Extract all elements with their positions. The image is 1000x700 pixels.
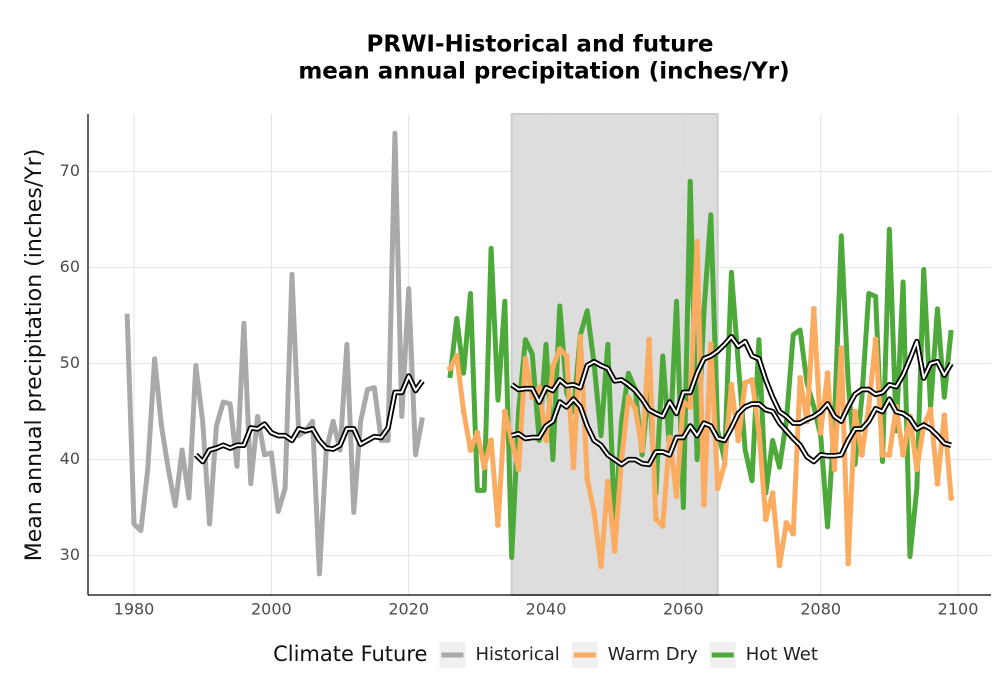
moving-average-core [195,375,424,463]
moving-average-core [511,398,952,466]
point [687,403,694,410]
point [446,365,453,372]
legend-item: Hot Wet [709,642,818,668]
y-axis-label: Mean annual precipitation (inches/Yr) [22,149,47,562]
point [762,516,769,523]
point [522,355,529,362]
point [824,370,831,377]
point [556,346,563,353]
series-line [124,130,425,577]
chart-title: PRWI-Historical and future [367,32,714,58]
x-tick-label: 2020 [388,600,429,619]
legend-label: Hot Wet [746,644,818,665]
legend-item: Historical [439,642,560,668]
point [831,466,838,473]
chart-title: mean annual precipitation (inches/Yr) [298,59,789,85]
point [515,466,522,473]
point [755,427,762,434]
point [508,437,515,444]
point [488,437,495,444]
point [632,405,639,412]
point [714,485,721,492]
point [776,562,783,569]
point [604,478,611,485]
point [810,305,817,312]
point [460,408,467,415]
y-tick-label: 50 [60,353,80,372]
point [659,522,666,529]
point [700,501,707,508]
x-tick-label: 2100 [938,600,979,619]
point [817,429,824,436]
y-tick-label: 70 [60,161,80,180]
legend-title: Climate Future [273,642,427,666]
y-tick-label: 40 [60,449,80,468]
point [927,406,934,413]
moving-average [510,333,954,426]
point [597,563,604,570]
legend-item: Warm Dry [571,642,698,668]
x-tick-label: 2080 [800,600,841,619]
point [769,490,776,497]
point [783,519,790,526]
x-tick-label: 2000 [251,600,292,619]
point [694,238,701,245]
point [474,429,481,436]
moving-average [510,396,952,468]
point [838,345,845,352]
point [646,336,653,343]
point [570,464,577,471]
point [728,381,735,388]
legend-label: Warm Dry [608,644,698,665]
point [886,451,893,458]
legend-label: Historical [475,644,559,665]
point [625,394,632,401]
point [549,363,556,370]
point [543,437,550,444]
point [707,341,714,348]
point [501,408,508,415]
y-tick-label: 60 [60,257,80,276]
point [872,336,879,343]
point [481,464,488,471]
point [913,466,920,473]
point [467,447,474,454]
point [673,493,680,500]
point [666,434,673,441]
point [858,451,865,458]
x-tick-label: 2060 [663,600,704,619]
point [639,447,646,454]
moving-average-core [511,335,953,425]
point [852,408,859,415]
point [742,379,749,386]
moving-average [193,373,425,465]
x-tick-label: 1980 [114,600,155,619]
point [584,475,591,482]
point [453,352,460,359]
y-tick-label: 30 [60,545,80,564]
point [652,516,659,523]
point [941,412,948,419]
point [749,376,756,383]
point [845,560,852,567]
point [536,384,543,391]
point [900,451,907,458]
point [948,495,955,502]
point [934,480,941,487]
x-tick-label: 2040 [526,600,567,619]
point [879,451,886,458]
point [790,530,797,537]
point [563,352,570,359]
point [721,461,728,468]
point [577,333,584,340]
point [797,375,804,382]
point [494,521,501,528]
point [591,509,598,516]
point [865,403,872,410]
point [611,547,618,554]
point [735,437,742,444]
